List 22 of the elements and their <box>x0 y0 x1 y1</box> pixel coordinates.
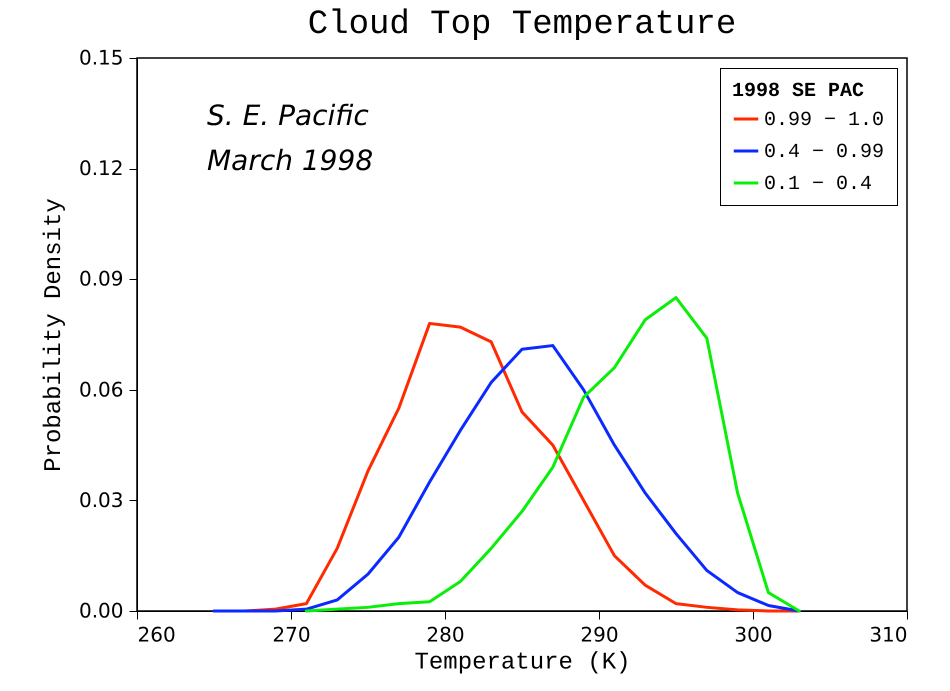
y-tick-label: 0.09 <box>78 266 124 291</box>
y-axis-title: Probability Density <box>40 198 68 472</box>
line-series <box>304 296 801 612</box>
legend-title: 1998 SE PAC <box>732 80 864 103</box>
legend-label: 0.99 − 1.0 <box>764 109 884 132</box>
x-tick-label: 310 <box>869 622 908 646</box>
y-tick-label: 0.03 <box>78 488 124 512</box>
legend-label: 0.1 − 0.4 <box>764 173 872 196</box>
x-tick-label: 290 <box>580 622 619 646</box>
annotation: S. E. Pacific <box>207 99 370 132</box>
y-tick-label: 0.15 <box>78 46 124 70</box>
x-tick-label: 270 <box>272 622 311 646</box>
y-tick-label: 0.06 <box>78 377 124 402</box>
x-tick-label: 280 <box>426 622 465 646</box>
x-axis-title: Temperature (K) <box>414 650 631 676</box>
chart-title: Cloud Top Temperature <box>308 6 736 44</box>
annotation: March 1998 <box>207 144 374 177</box>
x-tick-label: 260 <box>138 622 176 646</box>
x-tick-label: 300 <box>734 622 773 646</box>
legend-label: 0.4 − 0.99 <box>764 141 884 164</box>
y-tick-label: 0.12 <box>78 156 124 180</box>
y-tick-label: 0.00 <box>78 598 124 622</box>
